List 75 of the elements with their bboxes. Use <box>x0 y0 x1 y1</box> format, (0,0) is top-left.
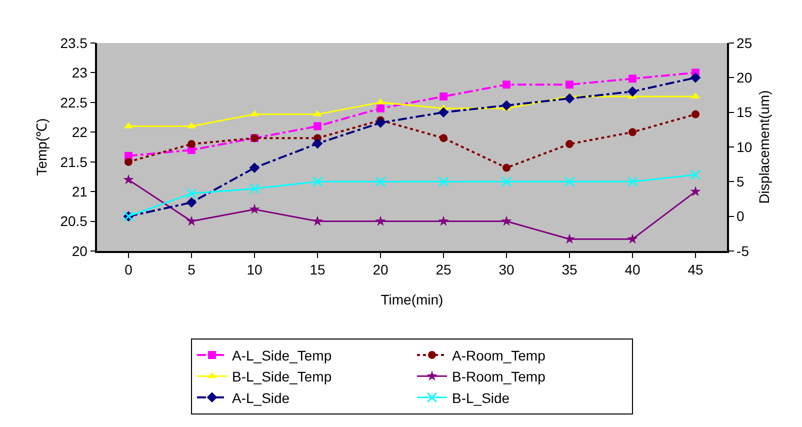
y2-axis-title: Displacement(um) <box>756 90 772 204</box>
point <box>249 204 260 214</box>
y2-tick-label: -5 <box>736 242 750 259</box>
point <box>375 118 386 128</box>
point <box>564 234 575 244</box>
point <box>124 158 132 166</box>
legend-label: A-L_Side <box>232 390 290 406</box>
y-tick-label: 20 <box>72 242 88 259</box>
point <box>440 134 448 142</box>
point <box>438 176 449 187</box>
point <box>186 216 197 226</box>
x-tick-label: 15 <box>310 262 326 278</box>
x-tick-label: 10 <box>246 262 262 278</box>
point <box>438 216 449 226</box>
x-tick-label: 20 <box>372 262 388 278</box>
y-tick-label: 21.5 <box>60 154 88 170</box>
point <box>314 122 322 130</box>
y-tick-label: 23.5 <box>60 34 88 51</box>
legend-label: B-L_Side <box>452 390 510 406</box>
point <box>627 234 638 244</box>
point <box>690 72 701 83</box>
point <box>501 216 512 226</box>
x-tick-label: 5 <box>188 262 196 278</box>
legend-label: B-L_Side_Temp <box>232 368 332 385</box>
point <box>502 164 510 172</box>
point <box>627 86 638 97</box>
point <box>123 174 134 184</box>
point <box>566 140 574 148</box>
point <box>628 128 636 136</box>
y-tick-label: 22 <box>72 124 88 140</box>
legend-label: B-Room_Temp <box>452 368 546 385</box>
x-tick-label: 45 <box>688 262 704 278</box>
y-tick-label: 22.5 <box>60 94 88 110</box>
point <box>690 186 701 196</box>
y2-tick-label: 15 <box>736 104 752 120</box>
point <box>376 104 384 112</box>
legend-label: A-L_Side_Temp <box>232 347 332 364</box>
legend-label: A-Room_Temp <box>452 347 546 364</box>
point <box>440 92 448 100</box>
point <box>375 216 386 226</box>
x-tick-label: 40 <box>624 262 640 278</box>
y2-tick-label: 20 <box>736 70 752 86</box>
y2-tick-label: 25 <box>736 34 752 51</box>
point <box>186 188 197 199</box>
y-axis-title: Temp(℃) <box>33 118 50 176</box>
y2-tick-label: 0 <box>736 208 745 224</box>
point <box>438 107 449 118</box>
point <box>502 80 510 89</box>
x-tick-label: 0 <box>124 262 133 278</box>
y-tick-label: 20.5 <box>60 213 88 230</box>
point <box>375 176 386 187</box>
point <box>628 74 636 83</box>
point <box>692 110 700 118</box>
point <box>249 162 260 173</box>
y2-tick-label: 5 <box>736 174 745 190</box>
point <box>312 138 323 149</box>
point <box>186 197 197 208</box>
point <box>249 183 260 194</box>
y-tick-label: 21 <box>72 183 88 200</box>
point <box>627 176 638 187</box>
point <box>312 176 323 187</box>
x-tick-label: 30 <box>498 262 514 278</box>
point <box>564 93 575 104</box>
point <box>566 80 574 89</box>
y-tick-label: 23 <box>72 64 88 81</box>
x-axis-title: Time(min) <box>380 291 444 308</box>
x-tick-label: 35 <box>562 262 578 278</box>
point <box>188 140 196 148</box>
point <box>501 176 512 187</box>
y2-tick-label: 10 <box>736 138 752 155</box>
point <box>564 176 575 187</box>
point <box>312 216 323 226</box>
point <box>690 169 701 180</box>
point <box>501 100 512 111</box>
x-tick-label: 25 <box>436 262 452 278</box>
